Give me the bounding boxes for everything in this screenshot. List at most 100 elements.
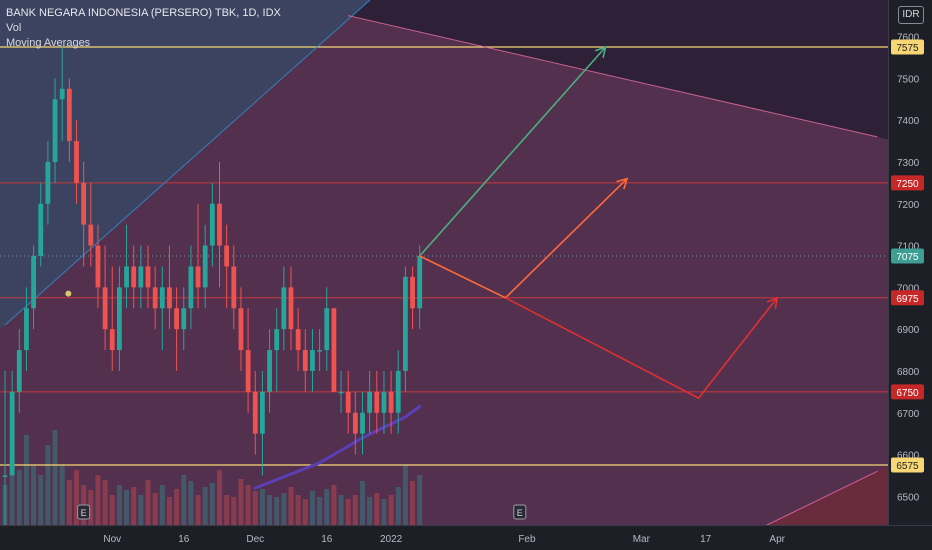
candle-body (24, 308, 29, 351)
price-label-7075: 7075 (891, 248, 924, 264)
volume-bar (217, 470, 222, 525)
candle-body (310, 350, 315, 371)
candle-body (338, 391, 344, 394)
candle-body (88, 224, 94, 246)
volume-bar (145, 480, 151, 525)
x-tick-label: Feb (518, 534, 536, 545)
volume-bar (88, 490, 94, 525)
volume-bar (38, 475, 44, 525)
candle-body (95, 245, 101, 288)
volume-bar (124, 490, 130, 525)
volume-bar (31, 465, 37, 525)
y-tick-label: 7200 (897, 200, 920, 211)
candle (274, 308, 280, 392)
y-tick-label: 6800 (897, 367, 920, 378)
x-tick-label: Nov (103, 534, 121, 545)
volume-indicator-label[interactable]: Vol (6, 22, 22, 34)
candle (403, 266, 408, 392)
volume-bar (245, 485, 251, 525)
price-label-text: 7075 (896, 252, 919, 263)
candle (352, 391, 358, 455)
y-tick-label: 7300 (897, 158, 920, 169)
volume-bar (238, 479, 244, 525)
candle (174, 287, 179, 371)
moving-averages-label[interactable]: Moving Averages (6, 37, 91, 49)
candle-body (152, 287, 158, 309)
currency-button[interactable]: IDR (898, 6, 924, 24)
volume-bar (324, 489, 330, 525)
y-tick-label: 6500 (897, 492, 920, 503)
candle-body (38, 203, 44, 256)
x-tick-label: Mar (633, 534, 651, 545)
candle (95, 224, 101, 309)
candle-body (345, 391, 351, 413)
symbol-title[interactable]: BANK NEGARA INDONESIA (PERSERO) TBK, 1D,… (6, 7, 281, 19)
candle (74, 120, 79, 204)
volume-bar (302, 499, 308, 525)
volume-bar (231, 497, 237, 525)
candle-body (195, 266, 201, 288)
price-label-bg (891, 384, 924, 400)
price-label-bg (891, 175, 924, 191)
candle (167, 245, 172, 330)
price-label-bg (891, 39, 924, 55)
earnings-letter: E (81, 508, 87, 518)
candle (310, 329, 315, 392)
candle (224, 224, 230, 309)
candle (24, 287, 29, 371)
candle (395, 350, 401, 434)
candle (360, 391, 365, 455)
candle (381, 370, 387, 434)
chart-legend: BANK NEGARA INDONESIA (PERSERO) TBK, 1D,… (6, 6, 281, 51)
candle (109, 266, 115, 371)
candle (217, 161, 222, 288)
volume-bar (188, 481, 194, 525)
candle (345, 370, 351, 434)
candle (202, 224, 208, 309)
price-label-text: 7250 (896, 179, 919, 190)
earnings-box (513, 504, 527, 520)
arrow-head-orange (616, 177, 629, 190)
volume-bar (66, 480, 72, 525)
x-tick-label: 16 (321, 534, 333, 545)
candle-body (267, 350, 272, 392)
price-label-text: 6975 (896, 294, 919, 305)
x-tick-label: Dec (246, 534, 264, 545)
price-label-7250: 7250 (891, 175, 924, 191)
y-tick-label: 6700 (897, 409, 920, 420)
candle-body (395, 370, 401, 413)
volume-bar (352, 495, 358, 525)
price-label-text: 6750 (896, 388, 919, 399)
candle-body (131, 266, 137, 288)
volume-bar (109, 495, 115, 525)
candle-body (159, 287, 165, 309)
price-label-6975: 6975 (891, 290, 924, 306)
volume-bar (138, 495, 144, 525)
candle (295, 308, 301, 371)
candle (417, 245, 423, 330)
candle-body (31, 256, 36, 309)
candle-body (217, 203, 222, 246)
volume-bar (267, 495, 273, 525)
volume-bar (295, 495, 301, 525)
candle-body (209, 203, 215, 246)
candle (66, 78, 72, 162)
candle-body (174, 308, 179, 330)
candle-body (360, 412, 365, 434)
candle-body (145, 266, 151, 288)
candle (238, 287, 244, 371)
candle (88, 182, 94, 267)
price-label-7575: 7575 (891, 39, 924, 55)
volume-bar (338, 495, 344, 525)
time-axis (0, 525, 932, 550)
candle-body (2, 475, 8, 477)
volume-bar (16, 470, 22, 525)
candle-body (74, 141, 79, 183)
candle (131, 245, 137, 309)
candle (16, 329, 22, 413)
candle-body (410, 276, 415, 309)
candle (231, 245, 237, 330)
candle-body (295, 329, 301, 351)
candle (317, 329, 322, 371)
